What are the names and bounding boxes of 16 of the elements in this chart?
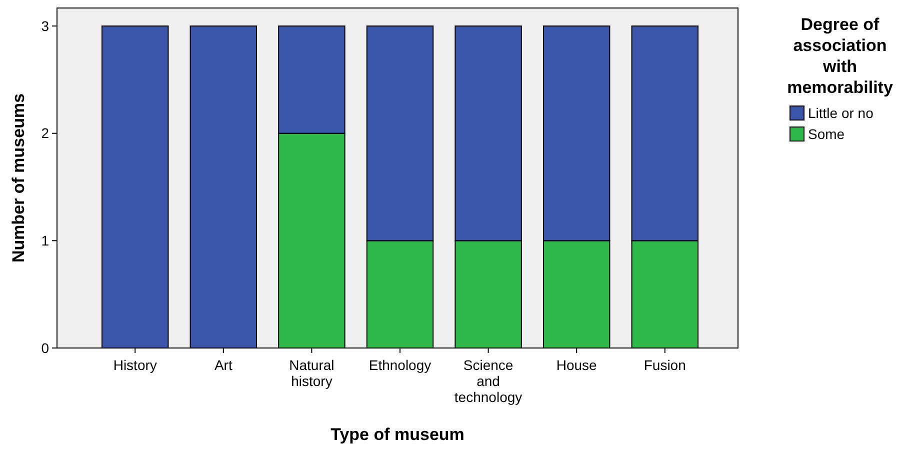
x-axis-title: Type of museum	[330, 425, 464, 444]
x-tick-label: Art	[214, 357, 232, 373]
legend-title: Degree of association with memorability	[787, 15, 894, 97]
y-tick-label: 1	[41, 232, 50, 249]
x-tick-label: Science and technology	[454, 357, 522, 405]
x-tick-label: House	[556, 357, 598, 373]
y-tick-label: 2	[41, 125, 50, 142]
legend-label: Some	[808, 126, 845, 142]
y-tick-label: 0	[41, 340, 50, 356]
x-tick-label: Natural history	[289, 357, 334, 389]
legend-label: Little or no	[808, 104, 874, 121]
y-tick-label: 3	[41, 18, 50, 34]
x-tick-label: Fusion	[644, 357, 686, 373]
y-axis-title: Number of museums	[9, 93, 28, 263]
x-tick-label: History	[113, 357, 157, 373]
x-tick-label: Ethnology	[368, 357, 432, 373]
